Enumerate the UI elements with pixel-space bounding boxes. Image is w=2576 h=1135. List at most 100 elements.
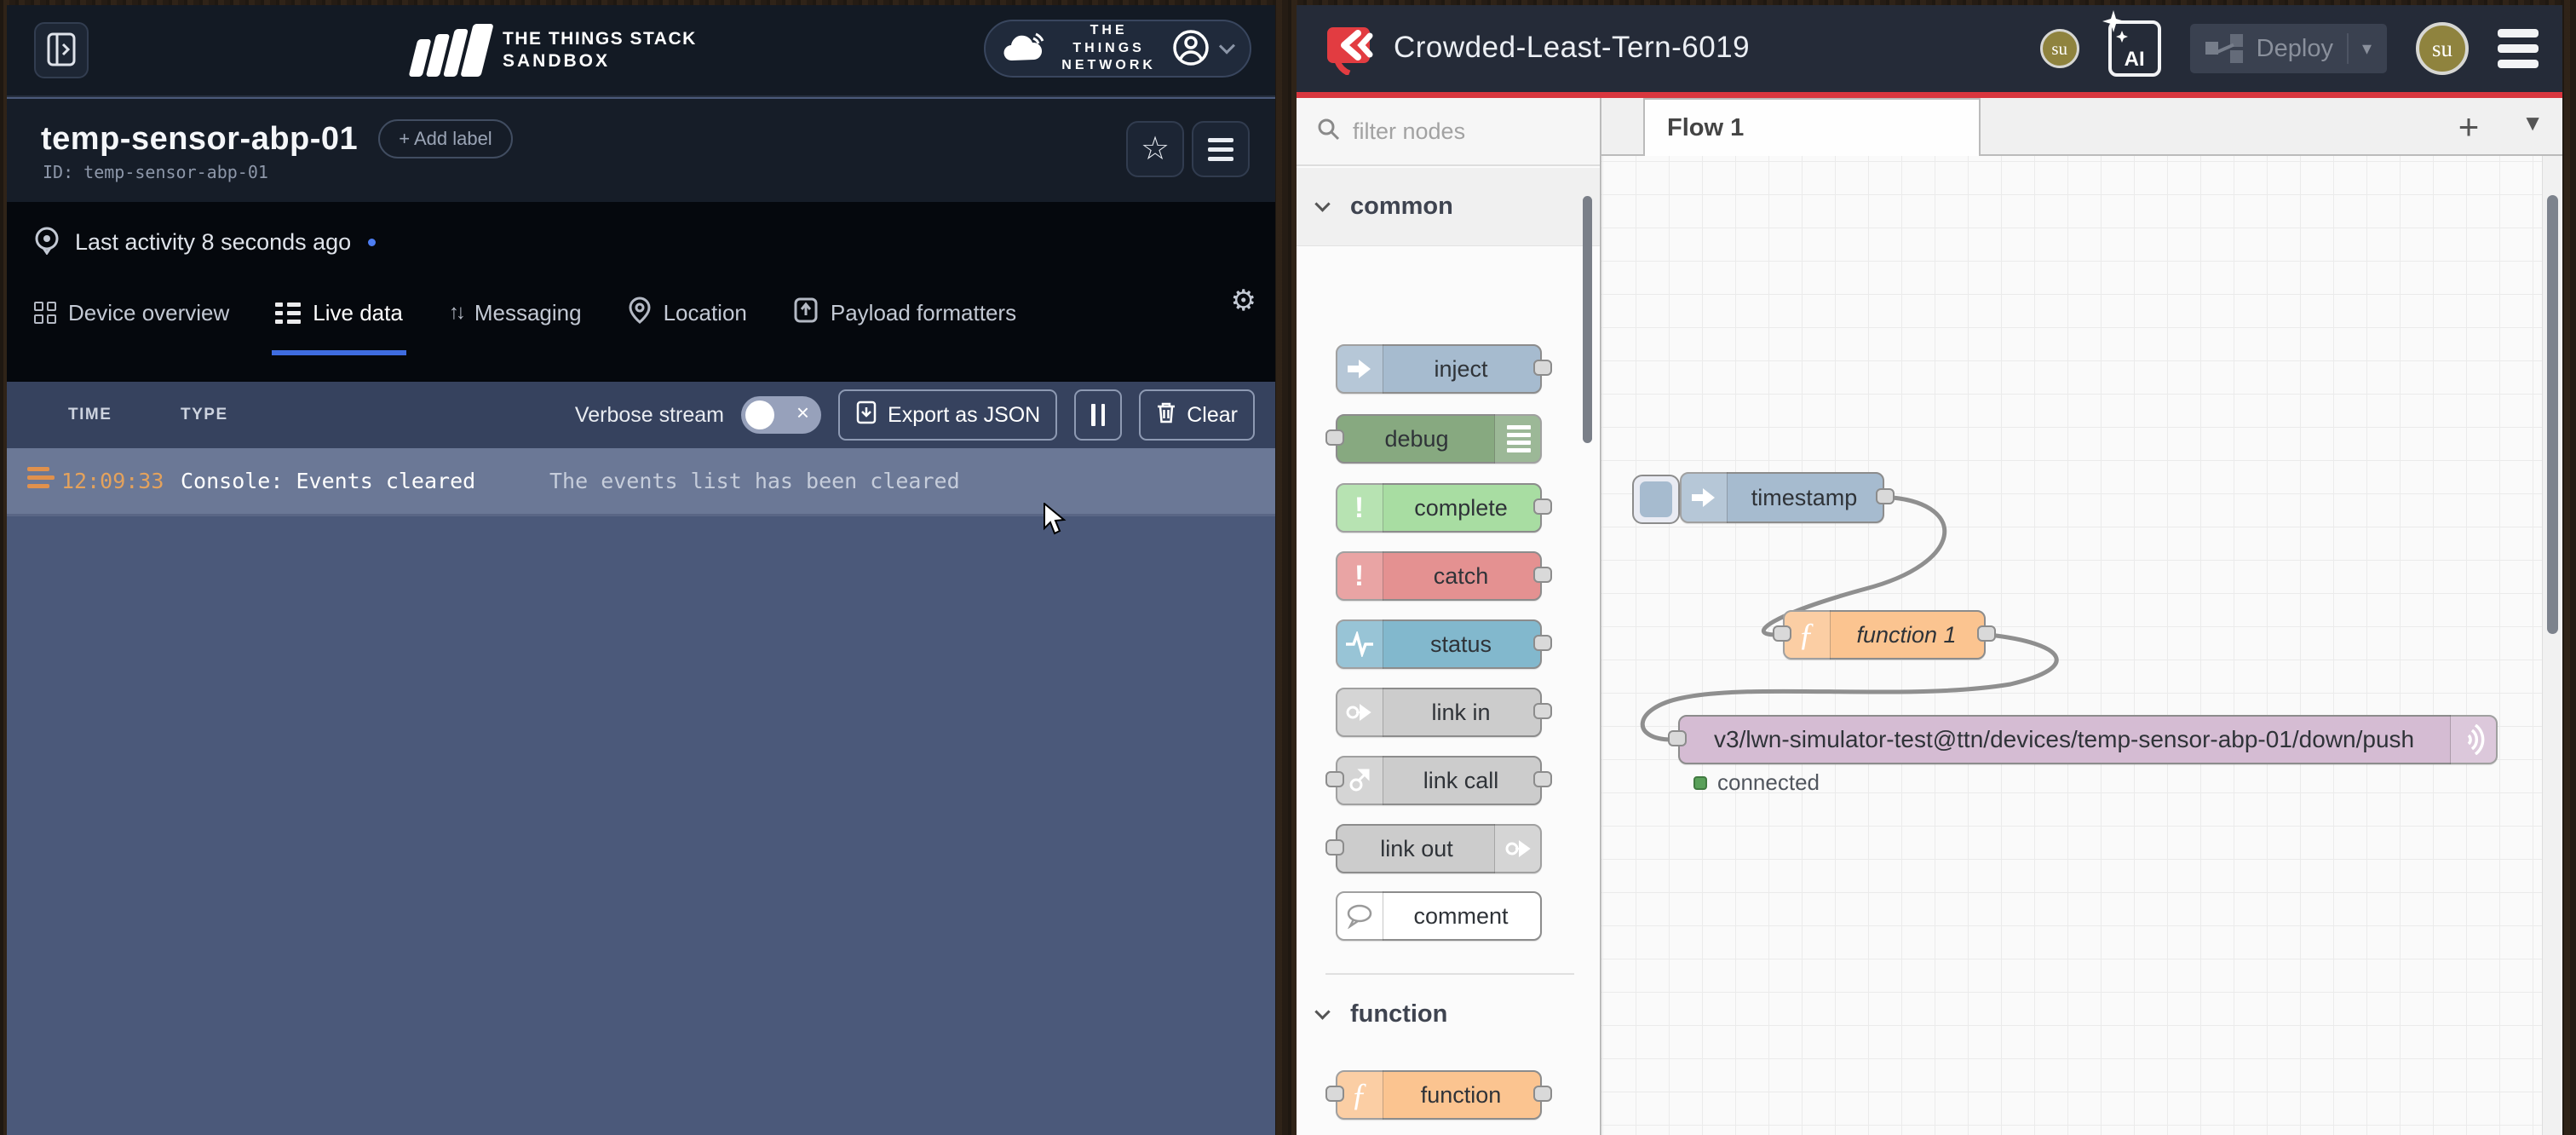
device-title-section: temp-sensor-abp-01 + Add label ID: temp-… [7, 99, 1275, 202]
output-port[interactable] [1533, 567, 1552, 583]
toggle-knob [745, 400, 775, 429]
pause-icon [1091, 404, 1095, 426]
palette-scrollbar[interactable] [1583, 196, 1592, 443]
status-pulse-icon [1336, 619, 1383, 669]
network-line1: THE THINGS [1072, 22, 1145, 55]
network-switcher-button[interactable]: THE THINGS NETWORK [984, 20, 1251, 78]
palette-category-common[interactable]: common [1297, 168, 1600, 246]
device-menu-button[interactable] [1192, 121, 1250, 177]
link-out-icon [1494, 824, 1542, 873]
tab-payload-formatters[interactable]: Payload formatters [790, 275, 1020, 355]
debug-icon [1494, 414, 1542, 464]
input-port[interactable] [1325, 839, 1344, 856]
tab-label: Device overview [68, 299, 230, 326]
palette-node-debug[interactable]: debug [1325, 414, 1542, 464]
things-stack-logo-icon [408, 24, 494, 77]
export-json-button[interactable]: Export as JSON [838, 389, 1058, 441]
status-text: connected [1717, 769, 1820, 795]
status-connected-dot [1693, 775, 1707, 790]
flow-tab-label: Flow 1 [1667, 113, 1745, 141]
inject-arrow-icon [1336, 344, 1383, 394]
deploy-caret-icon[interactable]: ▾ [2361, 37, 2372, 59]
clear-events-button[interactable]: Clear [1139, 389, 1255, 441]
palette-node-link-in[interactable]: link in [1336, 688, 1552, 737]
catch-icon: ! [1336, 551, 1383, 601]
live-data-list-icon [275, 302, 302, 324]
input-port[interactable] [1325, 1086, 1344, 1102]
palette-node-inject[interactable]: inject [1336, 344, 1552, 394]
flow-canvas[interactable]: timestamp ƒ function 1 v3/lwn-simulator-… [1601, 156, 2562, 1135]
flow-node-timestamp[interactable]: timestamp [1680, 472, 1895, 523]
sparkle-icon [2102, 10, 2130, 49]
tab-label: Live data [313, 299, 403, 326]
live-data-toolbar: TIME TYPE Verbose stream × Export as JSO… [7, 382, 1275, 448]
output-port[interactable] [1533, 771, 1552, 787]
device-settings-gear-icon[interactable]: ⚙ [1230, 285, 1256, 317]
flow-node-function-1[interactable]: ƒ function 1 [1773, 610, 1996, 660]
output-port[interactable] [1533, 498, 1552, 515]
payload-formatters-icon [793, 297, 819, 330]
mqtt-signal-icon [2450, 715, 2498, 764]
canvas-scrollbar-thumb[interactable] [2547, 195, 2558, 634]
column-header-time: TIME [68, 406, 112, 423]
palette-section-divider [1325, 973, 1574, 975]
page-title: temp-sensor-abp-01 [41, 120, 359, 157]
user-avatar-icon [1172, 29, 1210, 69]
complete-icon: ! [1336, 483, 1383, 533]
event-row[interactable]: 12:09:33 Console: Events cleared The eve… [7, 448, 1275, 516]
bookmark-star-button[interactable]: ☆ [1126, 121, 1184, 177]
output-port[interactable] [1977, 625, 1996, 642]
palette-node-link-call[interactable]: link call [1325, 756, 1552, 805]
ai-assistant-button[interactable]: AI [2102, 10, 2161, 77]
canvas-scrollbar-track[interactable] [2542, 156, 2562, 1135]
input-port[interactable] [1325, 429, 1344, 446]
output-port[interactable] [1876, 488, 1895, 504]
output-port[interactable] [1533, 635, 1552, 651]
pause-stream-button[interactable] [1074, 389, 1123, 441]
node-red-logo-icon [1325, 22, 1375, 79]
toggle-off-icon: × [796, 400, 810, 425]
input-port[interactable] [1325, 771, 1344, 787]
palette-node-status[interactable]: status [1336, 619, 1552, 669]
tab-label: Payload formatters [830, 299, 1017, 326]
tab-live-data[interactable]: Live data [272, 275, 406, 355]
mouse-cursor [1042, 501, 1071, 541]
export-json-label: Export as JSON [888, 402, 1041, 427]
flow-list-caret-icon[interactable]: ▼ [2521, 110, 2544, 135]
add-flow-button[interactable]: + [2448, 107, 2489, 147]
output-port[interactable] [1533, 360, 1552, 376]
sidebar-toggle-button[interactable] [34, 22, 89, 78]
palette-category-function[interactable]: function [1297, 975, 1600, 1053]
output-port[interactable] [1533, 1086, 1552, 1102]
last-activity-text: Last activity 8 seconds ago [75, 229, 352, 255]
collaborator-badge[interactable]: su [2039, 29, 2079, 68]
event-detail: The events list has been cleared [549, 469, 960, 493]
flow-wires [1640, 495, 2059, 742]
verbose-stream-toggle[interactable]: × [741, 396, 822, 434]
palette-node-function[interactable]: ƒ function [1325, 1070, 1552, 1120]
palette-filter-input[interactable]: filter nodes [1297, 98, 1600, 166]
user-avatar[interactable]: su [2416, 22, 2469, 75]
tab-device-overview[interactable]: Device overview [31, 275, 233, 355]
deploy-button[interactable]: Deploy ▾ [2189, 24, 2387, 73]
sidebar-panel-icon [47, 32, 76, 69]
output-port[interactable] [1533, 703, 1552, 719]
palette-node-catch[interactable]: ! catch [1336, 551, 1552, 601]
flow-node-mqtt-out[interactable]: v3/lwn-simulator-test@ttn/devices/temp-s… [1668, 715, 2498, 764]
add-label-button[interactable]: + Add label [378, 119, 513, 158]
node-palette: filter nodes common inject debug ! compl… [1297, 98, 1601, 1135]
tab-messaging[interactable]: ↑↓ Messaging [446, 275, 585, 355]
flow-tab[interactable]: Flow 1 [1643, 98, 1981, 156]
input-port[interactable] [1773, 625, 1791, 642]
inject-trigger-button[interactable] [1632, 475, 1680, 524]
deploy-label: Deploy [2256, 34, 2333, 62]
input-port[interactable] [1668, 730, 1687, 746]
main-menu-button[interactable] [2498, 29, 2539, 68]
palette-node-link-out[interactable]: link out [1325, 824, 1542, 873]
tab-location[interactable]: Location [624, 275, 750, 355]
verbose-stream-label: Verbose stream [574, 402, 725, 427]
events-cleared-icon [27, 467, 55, 488]
palette-node-complete[interactable]: ! complete [1336, 483, 1552, 533]
palette-node-comment[interactable]: comment [1336, 891, 1542, 941]
chevron-down-icon [1314, 1003, 1331, 1020]
